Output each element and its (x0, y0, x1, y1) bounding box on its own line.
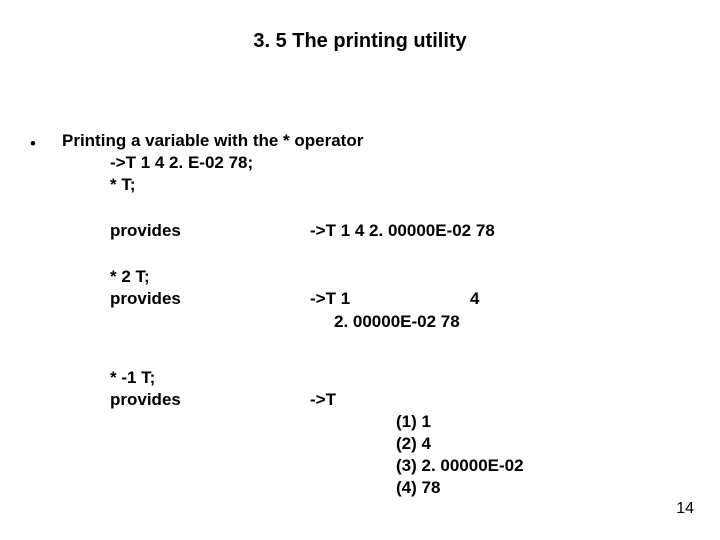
block-2-out-2: 2. 00000E-02 78 (310, 311, 524, 333)
block-3-output: ->T (1) 1 (2) 4 (3) 2. 00000E-02 (4) 78 (310, 389, 524, 499)
block-1-label: provides (62, 220, 310, 242)
block-3-out-head: ->T (310, 389, 524, 411)
slide: 3. 5 The printing utility • Printing a v… (0, 0, 720, 540)
block-3-cmd: * -1 T; (62, 367, 310, 389)
block-2-label: provides (62, 288, 310, 310)
block-3: provides ->T (1) 1 (2) 4 (3) 2. 00000E-0… (62, 389, 524, 499)
example-def-2: * T; (62, 174, 524, 196)
block-2-cmd: * 2 T; (62, 266, 310, 288)
block-2-output: ->T 1 4 2. 00000E-02 78 (310, 288, 524, 332)
block-3-item-3: (4) 78 (310, 477, 524, 499)
block-3-item-0: (1) 1 (310, 411, 524, 433)
block-2-out-1b: 4 (470, 288, 479, 310)
slide-title: 3. 5 The printing utility (0, 30, 720, 53)
bullet-icon: • (30, 134, 36, 154)
example-def-1: ->T 1 4 2. E-02 78; (62, 152, 524, 174)
block-3-item-2: (3) 2. 00000E-02 (310, 455, 524, 477)
slide-body: Printing a variable with the * operator … (62, 130, 524, 499)
block-3-label: provides (62, 389, 310, 411)
page-number: 14 (676, 500, 694, 518)
block-3-item-1: (2) 4 (310, 433, 524, 455)
block-1: provides ->T 1 4 2. 00000E-02 78 (62, 220, 524, 242)
block-2: provides ->T 1 4 2. 00000E-02 78 (62, 288, 524, 332)
block-1-output: ->T 1 4 2. 00000E-02 78 (310, 220, 524, 242)
block-2-out-1a: ->T 1 (310, 288, 470, 310)
intro-line: Printing a variable with the * operator (62, 130, 524, 152)
